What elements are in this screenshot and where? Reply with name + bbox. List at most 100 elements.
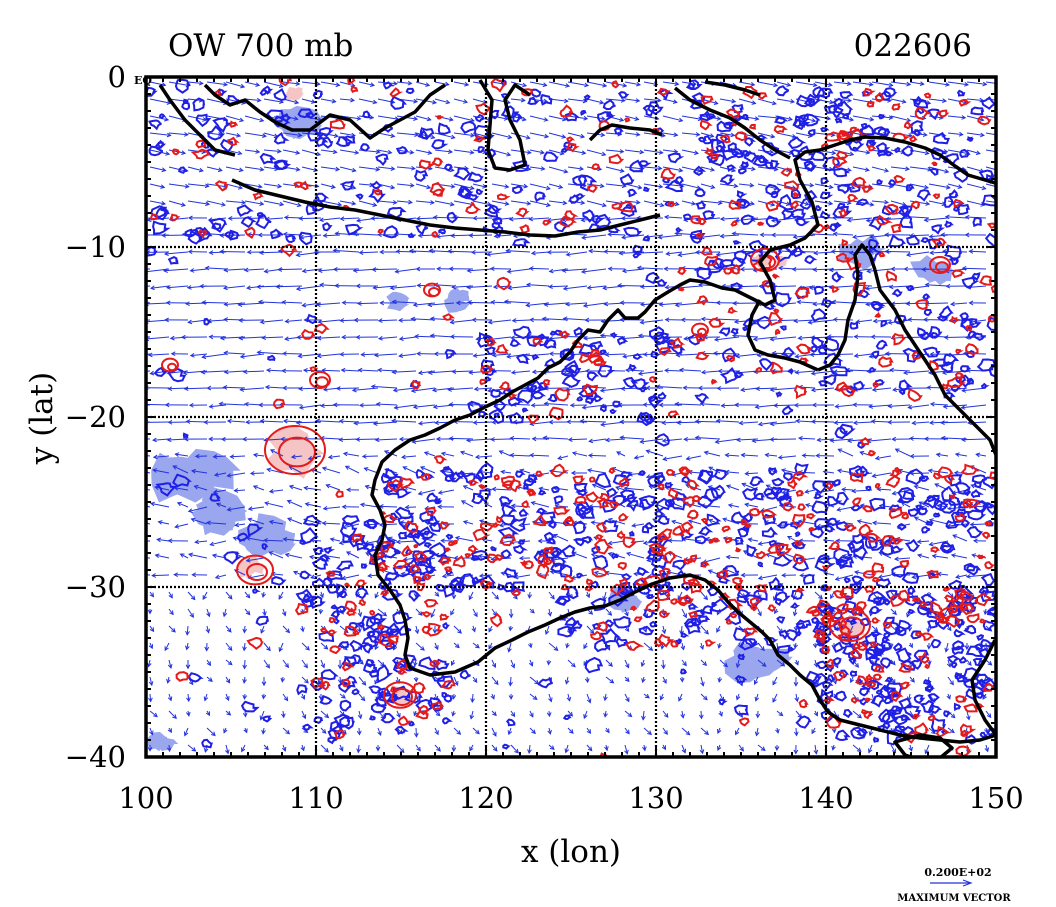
vector-head xyxy=(187,319,193,325)
vector-head xyxy=(548,419,554,425)
positive-shade-patch xyxy=(267,439,315,471)
wind-vector-arrow xyxy=(508,625,514,632)
wind-vector-arrow xyxy=(528,642,533,649)
vector-head xyxy=(685,730,691,736)
vector-head xyxy=(226,507,232,512)
vector-shaft xyxy=(567,98,587,102)
vector-shaft xyxy=(481,538,493,542)
vector-shaft xyxy=(530,454,550,457)
vector-head xyxy=(599,99,605,105)
vector-shaft xyxy=(188,506,208,512)
vector-shaft xyxy=(548,115,567,121)
vector-shaft xyxy=(688,520,702,525)
vector-head xyxy=(201,354,207,360)
vector-shaft xyxy=(662,115,683,122)
vector-head xyxy=(428,248,434,254)
vector-head xyxy=(332,149,338,155)
vector-head xyxy=(719,216,725,222)
vector-head xyxy=(377,367,383,373)
vector-shaft xyxy=(418,421,436,425)
vector-head xyxy=(295,252,301,258)
vector-head xyxy=(136,539,140,543)
vector-head xyxy=(278,594,283,600)
vector-shaft xyxy=(339,98,355,101)
wind-vector-arrow xyxy=(361,454,379,459)
vector-head xyxy=(374,679,379,685)
vector-head xyxy=(424,520,430,526)
vector-head xyxy=(432,215,438,220)
vector-head xyxy=(383,450,389,455)
wind-vector-arrow xyxy=(187,183,210,189)
vector-shaft xyxy=(428,370,455,374)
vector-shaft xyxy=(224,352,246,355)
wind-vector-arrow xyxy=(607,232,626,237)
vector-shaft xyxy=(168,659,172,669)
wind-vector-arrow xyxy=(662,727,668,736)
vector-shaft xyxy=(512,319,531,322)
vector-shaft xyxy=(643,200,664,207)
wind-vector-arrow xyxy=(147,352,170,358)
vector-head xyxy=(437,504,443,510)
vector-head xyxy=(359,659,364,665)
vector-shaft xyxy=(187,200,210,205)
vector-head xyxy=(338,418,344,424)
vector-head xyxy=(583,335,588,341)
vector-shaft xyxy=(548,693,552,702)
vector-shaft xyxy=(600,387,626,392)
wind-vector-arrow xyxy=(619,317,645,323)
wind-vector-arrow xyxy=(357,367,379,373)
vector-shaft xyxy=(278,591,284,600)
vector-head xyxy=(203,696,209,702)
wind-vector-arrow xyxy=(266,467,284,474)
vector-head xyxy=(238,317,243,323)
vector-head xyxy=(140,487,144,491)
vector-head xyxy=(317,268,323,273)
vector-head xyxy=(408,248,414,254)
vector-head xyxy=(444,81,450,87)
wind-vector-arrow xyxy=(229,454,246,460)
vector-shaft xyxy=(263,149,281,152)
wind-vector-arrow xyxy=(434,744,441,752)
wind-vector-arrow xyxy=(190,468,208,474)
vector-shaft xyxy=(283,233,303,236)
vector-head xyxy=(137,503,141,507)
vector-shaft xyxy=(186,420,208,423)
vector-head xyxy=(647,730,652,736)
vector-shaft xyxy=(377,166,395,170)
vector-shaft xyxy=(376,403,398,406)
vector-head xyxy=(161,201,167,206)
vector-head xyxy=(320,368,326,373)
wind-vector-arrow xyxy=(624,183,643,190)
wind-vector-arrow xyxy=(451,369,474,374)
vector-shaft xyxy=(511,370,531,374)
wind-vector-arrow xyxy=(237,302,265,307)
wind-vector-arrow xyxy=(320,744,329,753)
vector-shaft xyxy=(320,744,329,753)
wind-vector-arrow xyxy=(284,552,303,559)
wind-vector-arrow xyxy=(357,608,363,618)
vector-shaft xyxy=(415,642,425,651)
vector-shaft xyxy=(269,489,284,493)
vector-head xyxy=(161,233,167,238)
vector-head xyxy=(487,388,493,393)
vector-head xyxy=(322,233,328,238)
vector-shaft xyxy=(187,693,190,702)
vector-shaft xyxy=(450,319,474,323)
vector-head xyxy=(140,470,144,474)
vector-shaft xyxy=(149,710,158,717)
wind-vector-arrow xyxy=(239,387,265,392)
vector-head xyxy=(563,98,569,104)
vector-shaft xyxy=(643,727,652,735)
vector-shaft xyxy=(700,591,708,600)
wind-vector-arrow xyxy=(453,625,462,634)
vector-head xyxy=(562,286,568,291)
wind-vector-arrow xyxy=(268,551,284,559)
vector-shaft xyxy=(684,336,702,340)
vector-head xyxy=(313,167,319,173)
vector-shaft xyxy=(529,727,536,734)
wind-vector-arrow xyxy=(167,538,189,544)
vector-head xyxy=(631,523,637,528)
vector-head xyxy=(208,677,213,682)
vector-head xyxy=(417,490,423,496)
vector-head xyxy=(543,401,549,407)
